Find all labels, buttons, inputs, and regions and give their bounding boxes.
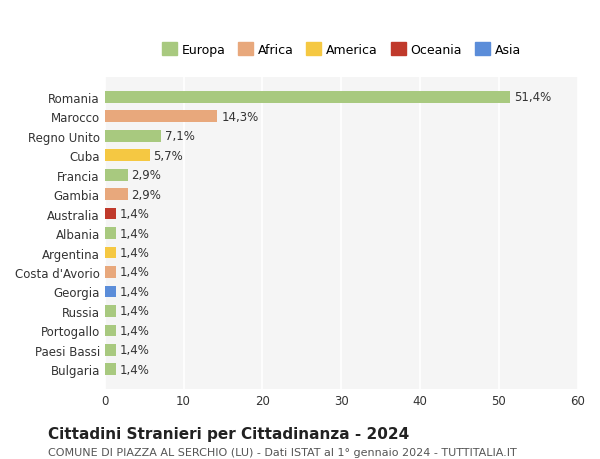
Text: Cittadini Stranieri per Cittadinanza - 2024: Cittadini Stranieri per Cittadinanza - 2…: [48, 425, 409, 441]
Bar: [105, 344, 116, 356]
Text: 1,4%: 1,4%: [120, 344, 149, 357]
Bar: [105, 305, 116, 317]
Bar: [105, 267, 116, 278]
Bar: [105, 169, 128, 181]
Text: 1,4%: 1,4%: [120, 246, 149, 259]
Bar: [105, 189, 128, 201]
Text: 14,3%: 14,3%: [221, 111, 259, 123]
Bar: [105, 131, 161, 142]
Bar: [105, 111, 217, 123]
Text: 1,4%: 1,4%: [120, 285, 149, 298]
Text: 51,4%: 51,4%: [514, 91, 551, 104]
Bar: [105, 208, 116, 220]
Legend: Europa, Africa, America, Oceania, Asia: Europa, Africa, America, Oceania, Asia: [161, 43, 521, 57]
Text: COMUNE DI PIAZZA AL SERCHIO (LU) - Dati ISTAT al 1° gennaio 2024 - TUTTITALIA.IT: COMUNE DI PIAZZA AL SERCHIO (LU) - Dati …: [48, 447, 517, 457]
Bar: [105, 325, 116, 336]
Bar: [105, 150, 149, 162]
Text: 5,7%: 5,7%: [154, 149, 184, 162]
Text: 1,4%: 1,4%: [120, 207, 149, 221]
Bar: [105, 92, 510, 103]
Bar: [105, 247, 116, 259]
Text: 1,4%: 1,4%: [120, 324, 149, 337]
Text: 1,4%: 1,4%: [120, 305, 149, 318]
Text: 1,4%: 1,4%: [120, 227, 149, 240]
Text: 1,4%: 1,4%: [120, 266, 149, 279]
Text: 2,9%: 2,9%: [131, 169, 161, 182]
Bar: [105, 228, 116, 240]
Text: 2,9%: 2,9%: [131, 188, 161, 201]
Text: 1,4%: 1,4%: [120, 363, 149, 376]
Bar: [105, 364, 116, 375]
Bar: [105, 286, 116, 297]
Text: 7,1%: 7,1%: [164, 130, 194, 143]
